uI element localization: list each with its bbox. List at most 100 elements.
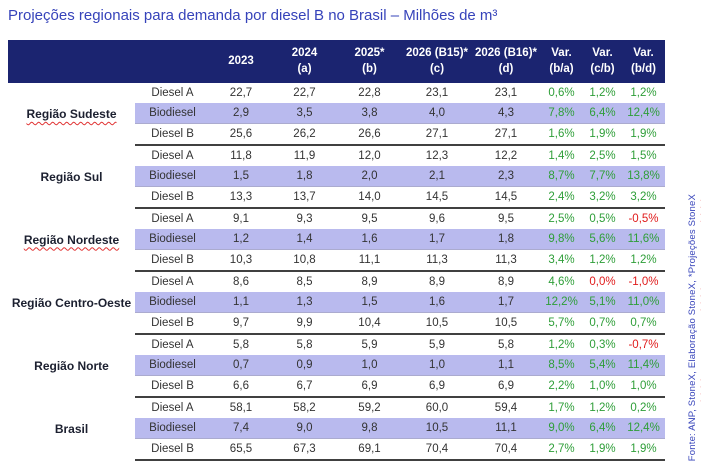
var-cell: 1,7% bbox=[548, 402, 575, 414]
value-cell: 5,8 bbox=[498, 339, 514, 351]
value-cell: 4,0 bbox=[402, 103, 472, 124]
var-cell: 3,2% bbox=[583, 186, 622, 209]
value-cell: 11,8 bbox=[230, 150, 252, 162]
fuel-label: Diesel B bbox=[135, 186, 210, 209]
value-cell: 3,8 bbox=[337, 103, 402, 124]
header-cell-region bbox=[8, 40, 135, 83]
var-cell: 12,4% bbox=[622, 103, 665, 124]
var-cell: 13,8% bbox=[622, 166, 665, 187]
value-cell: 60,0 bbox=[425, 402, 449, 414]
value-cell: 1,3 bbox=[272, 292, 337, 313]
var-cell: 4,6% bbox=[548, 276, 575, 288]
var-cell: 3,4% bbox=[540, 249, 583, 272]
fuel-label: Diesel A bbox=[151, 150, 194, 162]
projections-table: 2023 2024 (a) 2025* (b) 2026 (B15)* (c) 2026 (B… bbox=[8, 40, 665, 461]
var-cell: -1,0% bbox=[628, 276, 659, 288]
fuel-label: Diesel B bbox=[135, 123, 210, 146]
var-cell: 1,0% bbox=[583, 375, 622, 398]
var-cell: 5,6% bbox=[583, 229, 622, 250]
value-cell: 6,6 bbox=[210, 375, 272, 398]
value-cell: 27,1 bbox=[402, 123, 472, 146]
fuel-label: Biodiesel bbox=[135, 355, 210, 376]
var-cell: 1,4% bbox=[548, 150, 575, 162]
fuel-label: Diesel A bbox=[151, 339, 194, 351]
table-row: Região Sudeste Diesel A 22,7 22,7 22,8 23,1 23… bbox=[8, 83, 665, 145]
value-cell: 9,5 bbox=[498, 213, 514, 225]
var-cell: 1,2% bbox=[583, 249, 622, 272]
value-cell: 27,1 bbox=[472, 123, 540, 146]
var-cell: 2,4% bbox=[540, 186, 583, 209]
var-cell: 1,9% bbox=[583, 438, 622, 461]
fuel-label: Biodiesel bbox=[135, 418, 210, 439]
var-cell: 5,7% bbox=[540, 312, 583, 335]
value-cell: 1,6 bbox=[337, 229, 402, 250]
fuel-label: Diesel A bbox=[151, 213, 194, 225]
var-cell: 11,4% bbox=[622, 355, 665, 376]
table-row: Diesel B 9,7 9,9 10,4 10,5 10,5 5,7% 0,7% 0,7% bbox=[8, 312, 665, 335]
value-cell: 3,5 bbox=[272, 103, 337, 124]
header-cell-2: 2025* (b) bbox=[337, 40, 402, 83]
value-cell: 26,2 bbox=[272, 123, 337, 146]
header-cell-7: Var. (b/d) bbox=[622, 40, 665, 83]
fuel-label: Diesel A bbox=[151, 402, 194, 414]
var-cell: 0,7% bbox=[583, 312, 622, 335]
table-header: 2023 2024 (a) 2025* (b) 2026 (B15)* (c) 2026 (B… bbox=[8, 40, 665, 83]
value-cell: 12,0 bbox=[358, 150, 381, 162]
var-cell: 1,6% bbox=[540, 123, 583, 146]
var-cell: 11,0% bbox=[622, 292, 665, 313]
header-cell-fuel bbox=[135, 40, 210, 83]
region-label: Região Sudeste bbox=[8, 83, 135, 145]
fuel-label: Biodiesel bbox=[135, 292, 210, 313]
fuel-label: Diesel B bbox=[135, 249, 210, 272]
header-cell-0: 2023 bbox=[210, 40, 272, 83]
value-cell: 10,5 bbox=[472, 312, 540, 335]
region-label: Brasil bbox=[8, 397, 135, 460]
header-cell-3: 2026 (B15)* (c) bbox=[402, 40, 472, 83]
value-cell: 65,5 bbox=[210, 438, 272, 461]
value-cell: 9,7 bbox=[210, 312, 272, 335]
table-row: Diesel B 13,3 13,7 14,0 14,5 14,5 2,4% 3,2% 3,2% bbox=[8, 186, 665, 209]
var-cell: 9,0% bbox=[540, 418, 583, 439]
value-cell: 11,9 bbox=[293, 150, 316, 162]
table-row: Diesel B 10,3 10,8 11,1 11,3 11,3 3,4% 1,2% 1,2% bbox=[8, 249, 665, 272]
value-cell: 5,8 bbox=[233, 339, 249, 351]
var-cell: 1,5% bbox=[630, 150, 657, 162]
fuel-label: Diesel A bbox=[151, 276, 194, 288]
var-cell: 1,9% bbox=[622, 438, 665, 461]
table-row: Região Sul Diesel A 11,8 11,9 12,0 12,3 12,2 1,… bbox=[8, 145, 665, 208]
value-cell: 8,9 bbox=[498, 276, 514, 288]
table-row: Biodiesel 1,1 1,3 1,5 1,6 1,7 12,2% 5,1% 11,0% bbox=[8, 292, 665, 313]
value-cell: 23,1 bbox=[494, 87, 518, 99]
value-cell: 5,9 bbox=[429, 339, 445, 351]
value-cell: 10,5 bbox=[402, 418, 472, 439]
var-cell: 0,5% bbox=[589, 213, 616, 225]
var-cell: 12,2% bbox=[540, 292, 583, 313]
var-cell: 5,4% bbox=[583, 355, 622, 376]
value-cell: 0,7 bbox=[210, 355, 272, 376]
value-cell: 14,5 bbox=[472, 186, 540, 209]
projections-table-wrap: 2023 2024 (a) 2025* (b) 2026 (B15)* (c) 2026 (B… bbox=[8, 40, 665, 461]
value-cell: 67,3 bbox=[272, 438, 337, 461]
table-row: Diesel B 65,5 67,3 69,1 70,4 70,4 2,7% 1,9% 1,9% bbox=[8, 438, 665, 461]
var-cell: -0,7% bbox=[628, 339, 659, 351]
value-cell: 1,0 bbox=[402, 355, 472, 376]
value-cell: 8,5 bbox=[296, 276, 313, 288]
table-row: Região Nordeste Diesel A 9,1 9,3 9,5 9,6 9,5 2,… bbox=[8, 208, 665, 271]
var-cell: 1,2% bbox=[589, 402, 616, 414]
value-cell: 6,9 bbox=[472, 375, 540, 398]
value-cell: 6,9 bbox=[402, 375, 472, 398]
value-cell: 13,3 bbox=[210, 186, 272, 209]
header-row: 2023 2024 (a) 2025* (b) 2026 (B15)* (c) 2026 (B… bbox=[8, 40, 665, 83]
value-cell: 22,8 bbox=[358, 87, 381, 99]
source-brand-word: StoneX bbox=[687, 373, 698, 406]
var-cell: 6,4% bbox=[583, 103, 622, 124]
value-cell: 6,7 bbox=[272, 375, 337, 398]
value-cell: 10,5 bbox=[402, 312, 472, 335]
value-cell: 9,6 bbox=[429, 213, 445, 225]
value-cell: 22,7 bbox=[293, 87, 316, 99]
value-cell: 22,7 bbox=[229, 87, 253, 99]
value-cell: 14,0 bbox=[337, 186, 402, 209]
value-cell: 11,3 bbox=[402, 249, 472, 272]
region-label: Região Norte bbox=[8, 334, 135, 397]
fuel-label: Biodiesel bbox=[135, 166, 210, 187]
